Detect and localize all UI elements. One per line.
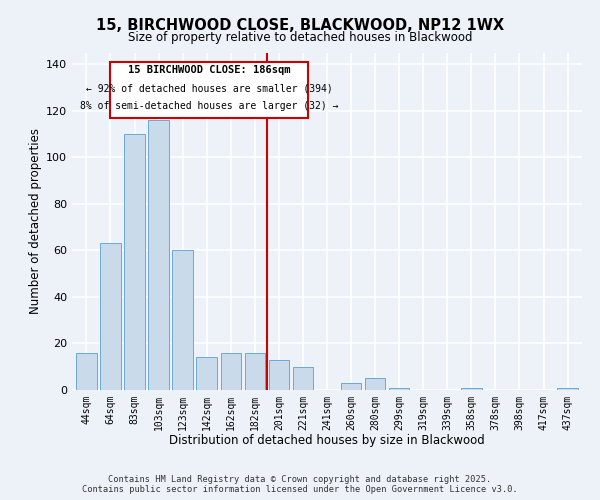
Bar xyxy=(100,244,121,390)
Bar xyxy=(293,366,313,390)
FancyBboxPatch shape xyxy=(110,62,308,118)
Bar xyxy=(76,353,97,390)
Bar xyxy=(172,250,193,390)
X-axis label: Distribution of detached houses by size in Blackwood: Distribution of detached houses by size … xyxy=(169,434,485,448)
Bar xyxy=(365,378,385,390)
Bar xyxy=(341,383,361,390)
Bar xyxy=(245,353,265,390)
Text: 8% of semi-detached houses are larger (32) →: 8% of semi-detached houses are larger (3… xyxy=(80,102,338,112)
Bar xyxy=(389,388,409,390)
Bar xyxy=(221,353,241,390)
Bar xyxy=(461,388,482,390)
Bar xyxy=(148,120,169,390)
Text: 15, BIRCHWOOD CLOSE, BLACKWOOD, NP12 1WX: 15, BIRCHWOOD CLOSE, BLACKWOOD, NP12 1WX xyxy=(96,18,504,33)
Text: Size of property relative to detached houses in Blackwood: Size of property relative to detached ho… xyxy=(128,31,472,44)
Text: ← 92% of detached houses are smaller (394): ← 92% of detached houses are smaller (39… xyxy=(86,84,332,94)
Y-axis label: Number of detached properties: Number of detached properties xyxy=(29,128,42,314)
Text: 15 BIRCHWOOD CLOSE: 186sqm: 15 BIRCHWOOD CLOSE: 186sqm xyxy=(128,66,290,76)
Bar xyxy=(196,358,217,390)
Bar xyxy=(557,388,578,390)
Bar xyxy=(124,134,145,390)
Text: Contains HM Land Registry data © Crown copyright and database right 2025.
Contai: Contains HM Land Registry data © Crown c… xyxy=(82,474,518,494)
Bar xyxy=(269,360,289,390)
